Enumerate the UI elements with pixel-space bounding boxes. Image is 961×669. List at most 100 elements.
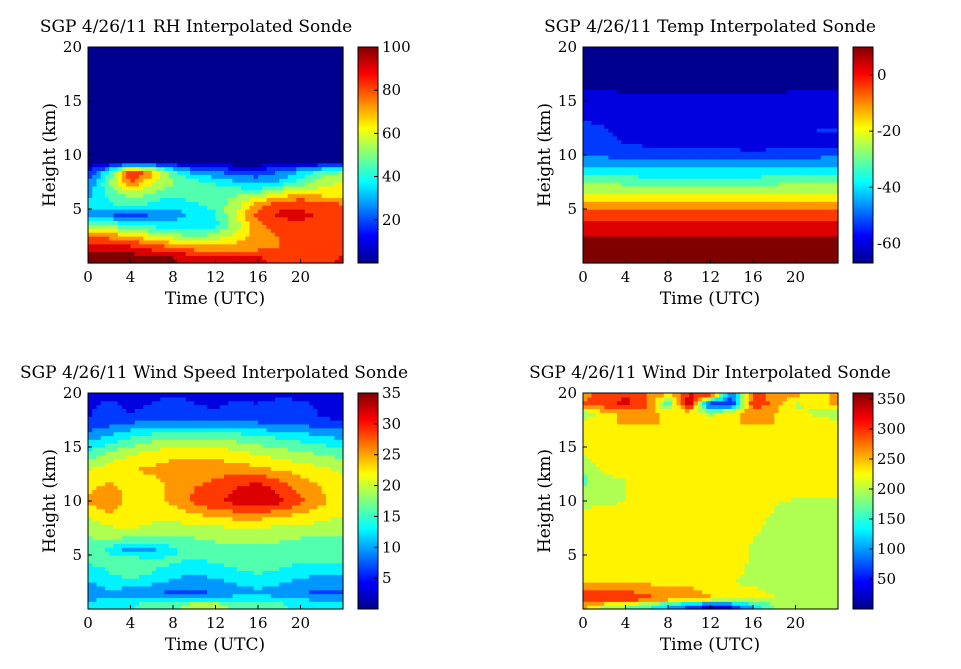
- contour-cell: [219, 151, 225, 156]
- contour-cell: [604, 193, 610, 199]
- contour-cell: [219, 239, 225, 245]
- contour-cell: [164, 209, 170, 214]
- contour-cell: [258, 47, 263, 52]
- contour-cell: [147, 54, 153, 60]
- contour-cell: [96, 89, 102, 94]
- contour-cell: [795, 228, 801, 233]
- contour-cell: [740, 182, 746, 187]
- contour-cell: [173, 50, 178, 56]
- contour-cell: [621, 259, 627, 264]
- contour-cell: [207, 216, 212, 222]
- contour-cell: [304, 47, 310, 52]
- contour-cell: [795, 193, 801, 199]
- contour-cell: [224, 243, 229, 249]
- contour-cell: [625, 216, 631, 222]
- contour-cell: [181, 185, 187, 191]
- contour-cell: [130, 139, 136, 145]
- contour-cell: [113, 85, 119, 91]
- contour-cell: [113, 128, 119, 133]
- contour-cell: [224, 77, 229, 83]
- contour-cell: [689, 243, 695, 249]
- contour-cell: [219, 193, 225, 199]
- contour-cell: [279, 104, 285, 110]
- contour-cell: [304, 228, 310, 233]
- contour-cell: [731, 201, 737, 206]
- contour-cell: [262, 259, 268, 264]
- contour-cell: [309, 212, 314, 218]
- contour-cell: [296, 81, 302, 87]
- contour-cell: [321, 170, 327, 175]
- contour-cell: [600, 182, 605, 187]
- contour-cell: [791, 239, 797, 245]
- contour-cell: [812, 185, 818, 191]
- contour-cell: [283, 247, 289, 253]
- contour-cell: [177, 166, 183, 172]
- contour-cell: [731, 185, 737, 191]
- contour-cell: [100, 224, 106, 229]
- contour-cell: [245, 116, 251, 121]
- contour-cell: [283, 116, 289, 121]
- contour-cell: [646, 251, 652, 256]
- contour-cell: [232, 128, 238, 133]
- contour-cell: [151, 193, 157, 199]
- contour-cell: [334, 155, 340, 160]
- contour-cell: [270, 224, 276, 229]
- contour-cell: [317, 236, 323, 241]
- contour-cell: [266, 62, 272, 67]
- contour-cell: [791, 182, 797, 187]
- contour-cell: [672, 185, 678, 191]
- contour-cell: [765, 185, 771, 191]
- contour-cell: [275, 212, 280, 218]
- contour-cell: [236, 116, 242, 121]
- contour-cell: [313, 212, 319, 218]
- contour-cell: [253, 178, 259, 183]
- contour-cell: [134, 97, 140, 102]
- contour-cell: [676, 193, 682, 199]
- contour-cell: [109, 147, 115, 152]
- contour-cell: [304, 174, 310, 179]
- contour-cell: [317, 185, 323, 191]
- contour-cell: [659, 174, 665, 179]
- contour-cell: [279, 124, 285, 129]
- contour-cell: [689, 247, 695, 253]
- contour-cell: [219, 97, 225, 102]
- contour-cell: [100, 54, 106, 60]
- contour-cell: [338, 81, 344, 87]
- y-tick-label: 10: [63, 146, 82, 164]
- contour-cell: [761, 201, 767, 206]
- contour-cell: [173, 120, 178, 125]
- contour-cell: [245, 197, 251, 202]
- contour-cell: [130, 81, 136, 87]
- contour-cell: [279, 201, 285, 206]
- contour-cell: [160, 131, 166, 137]
- contour-cell: [190, 112, 195, 118]
- contour-cell: [309, 93, 314, 98]
- contour-cell: [642, 162, 648, 168]
- contour-cell: [232, 70, 238, 75]
- contour-cell: [338, 193, 344, 199]
- contour-cell: [270, 228, 276, 233]
- contour-cell: [651, 224, 656, 229]
- contour-cell: [621, 216, 627, 222]
- contour-cell: [825, 220, 831, 226]
- contour-cell: [744, 243, 750, 249]
- contour-cell: [300, 239, 306, 245]
- contour-cell: [634, 189, 639, 195]
- contour-cell: [685, 220, 690, 226]
- contour-cell: [334, 128, 340, 133]
- contour-cell: [799, 236, 805, 241]
- contour-cell: [279, 158, 285, 164]
- contour-cell: [689, 228, 695, 233]
- contour-cell: [211, 128, 217, 133]
- contour-cell: [270, 170, 276, 175]
- contour-cell: [317, 147, 323, 152]
- contour-cell: [757, 166, 763, 172]
- contour-cell: [160, 116, 166, 121]
- contour-cell: [765, 162, 771, 168]
- contour-cell: [270, 74, 276, 79]
- contour-cell: [143, 89, 149, 94]
- contour-cell: [241, 251, 246, 256]
- contour-cell: [117, 174, 123, 179]
- contour-cell: [194, 239, 200, 245]
- contour-cell: [608, 232, 614, 237]
